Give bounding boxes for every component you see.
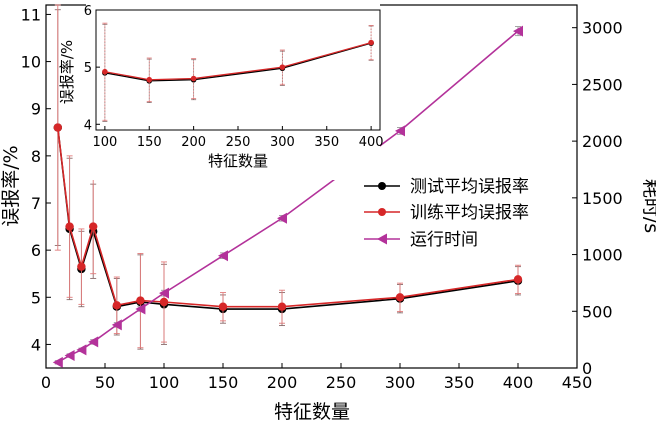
data-point-train — [65, 222, 74, 231]
legend-item-test: 测试平均误报率 — [364, 177, 529, 197]
legend-marker-train — [378, 208, 386, 216]
data-point-runtime — [159, 287, 169, 299]
legend-label-train: 训练平均误报率 — [410, 203, 529, 223]
data-point-runtime — [513, 25, 523, 37]
y-axis-title-left: 误报率/% — [0, 145, 22, 226]
inset-background — [86, 4, 380, 180]
inset-chart: 100 150 200 250 300 350 400 4 5 6 特征数量 误报率/% — [58, 4, 384, 180]
y-right-tick-label: 1000 — [582, 246, 623, 265]
data-point-train — [159, 297, 169, 307]
data-point-runtime — [111, 319, 122, 331]
x-tick-label: 350 — [444, 373, 475, 392]
data-point-train — [53, 123, 62, 132]
legend-label-runtime: 运行时间 — [410, 230, 478, 250]
data-point-runtime — [52, 356, 63, 368]
data-point-runtime — [135, 303, 146, 315]
y-left-tick-label: 4 — [31, 335, 41, 354]
inset-y-tick-label: 6 — [84, 4, 92, 19]
data-point-runtime — [218, 250, 228, 262]
y-left-tick-label: 9 — [31, 100, 41, 119]
inset-data-point-train — [279, 64, 286, 70]
legend-marker-runtime — [377, 233, 387, 245]
inset-x-tick-label: 350 — [314, 135, 339, 150]
x-tick-label: 0 — [41, 373, 51, 392]
data-point-train — [112, 301, 122, 310]
y-right-tick-label: 500 — [582, 302, 613, 321]
data-point-train — [89, 222, 98, 231]
inset-data-point-train — [190, 75, 197, 82]
x-tick-label: 150 — [208, 373, 239, 392]
y-left-tick-label: 10 — [21, 53, 41, 72]
y-left-tick-label: 8 — [31, 147, 41, 166]
x-tick-label: 200 — [267, 373, 298, 392]
legend-label-test: 测试平均误报率 — [410, 177, 529, 197]
data-point-runtime — [395, 125, 405, 137]
inset-x-tick-label: 250 — [226, 135, 251, 150]
y-right-tick-label: 2000 — [582, 132, 623, 151]
y-right-tick-label: 2500 — [582, 75, 623, 94]
data-point-runtime — [277, 212, 287, 224]
inset-y-tick-label: 5 — [84, 61, 92, 76]
data-point-train — [77, 262, 86, 271]
y-left-tick-label: 11 — [21, 5, 41, 24]
data-point-train — [136, 296, 145, 305]
data-point-train — [513, 275, 523, 284]
inset-x-tick-label: 150 — [137, 135, 162, 150]
main-plot-layer: 0 50 100 150 200 250 300 350 400 450 4 5 6 7 8 9 10 11 0 50… — [21, 4, 623, 392]
x-tick-label: 450 — [562, 373, 593, 392]
inset-plot-layer: 100 150 200 250 300 350 400 4 5 6 — [84, 4, 384, 150]
data-point-runtime — [88, 336, 99, 348]
data-point-train — [218, 302, 228, 311]
y-right-tick-label: 1500 — [582, 189, 623, 208]
data-point-train — [395, 293, 405, 302]
x-tick-label: 300 — [385, 373, 416, 392]
inset-data-point-train — [368, 39, 374, 46]
y-right-tick-label: 0 — [582, 359, 592, 378]
inset-data-point-train — [146, 76, 153, 83]
data-point-train — [277, 302, 287, 311]
inset-y-axis-title: 误报率/% — [58, 40, 76, 104]
y-right-tick-label: 3000 — [582, 19, 623, 38]
y-left-tick-label: 5 — [31, 288, 41, 307]
legend-marker-test — [378, 182, 386, 190]
x-axis-title: 特征数量 — [274, 401, 350, 423]
inset-x-tick-label: 300 — [270, 135, 295, 150]
x-tick-label: 100 — [149, 373, 180, 392]
inset-data-point-train — [102, 68, 108, 75]
x-tick-label: 250 — [326, 373, 357, 392]
inset-x-axis-title: 特征数量 — [208, 152, 268, 170]
legend-item-train: 训练平均误报率 — [364, 203, 529, 223]
x-tick-label: 50 — [95, 373, 115, 392]
inset-x-tick-label: 400 — [359, 135, 384, 150]
legend: 测试平均误报率 训练平均误报率 运行时间 — [364, 177, 529, 250]
data-point-runtime — [64, 350, 75, 362]
y-left-tick-label: 7 — [31, 194, 41, 213]
data-point-runtime — [76, 344, 87, 356]
x-tick-label: 400 — [503, 373, 534, 392]
inset-y-tick-label: 4 — [84, 118, 92, 133]
y-axis-title-right: 耗时/s — [640, 179, 656, 233]
legend-item-runtime: 运行时间 — [364, 230, 478, 250]
inset-x-tick-label: 100 — [92, 135, 117, 150]
y-left-tick-label: 6 — [31, 241, 41, 260]
inset-x-tick-label: 200 — [181, 135, 206, 150]
